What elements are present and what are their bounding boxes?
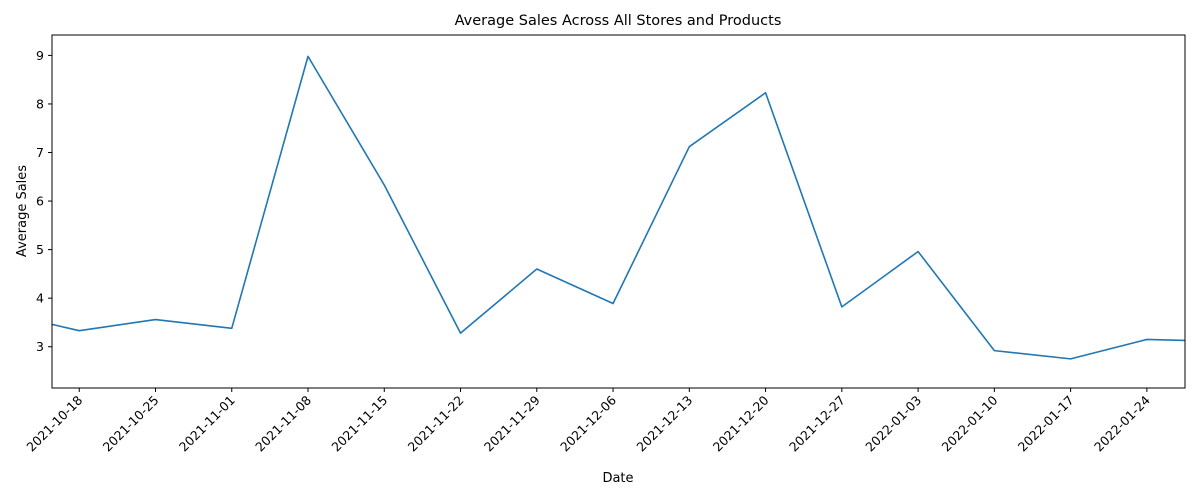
y-tick-label: 6 <box>36 194 44 209</box>
x-tick-label: 2021-12-27 <box>786 393 848 455</box>
plot-frame <box>51 34 1186 389</box>
x-tick-label: 2021-10-18 <box>23 392 85 454</box>
x-tick-label: 2022-01-10 <box>938 392 1000 454</box>
x-tick-label: 2021-12-20 <box>710 392 772 454</box>
y-tick-label: 3 <box>36 339 44 354</box>
y-tick-label: 4 <box>36 291 44 306</box>
x-tick-label: 2022-01-03 <box>862 393 924 455</box>
y-tick-label: 8 <box>36 96 44 111</box>
y-tick-label: 9 <box>36 48 44 63</box>
x-tick-label: 2021-11-22 <box>405 393 467 455</box>
x-tick-label: 2021-11-29 <box>481 392 543 454</box>
x-tick-label: 2021-12-06 <box>557 392 619 454</box>
series-line-0 <box>51 55 1186 360</box>
y-axis-label: Average Sales <box>15 165 30 257</box>
y-tick-label: 7 <box>36 145 44 160</box>
x-tick-label: 2022-01-24 <box>1091 392 1153 454</box>
x-tick-label: 2021-11-01 <box>176 393 238 455</box>
x-axis-label: Date <box>602 471 633 486</box>
chart-title: Average Sales Across All Stores and Prod… <box>455 13 782 29</box>
x-tick-label: 2021-10-25 <box>100 393 162 455</box>
y-tick-label: 5 <box>36 242 44 257</box>
x-tick-label: 2021-11-15 <box>328 393 390 455</box>
x-tick-label: 2022-01-17 <box>1015 393 1077 455</box>
x-tick-label: 2021-12-13 <box>633 393 695 455</box>
x-tick-label: 2021-11-08 <box>252 392 314 454</box>
